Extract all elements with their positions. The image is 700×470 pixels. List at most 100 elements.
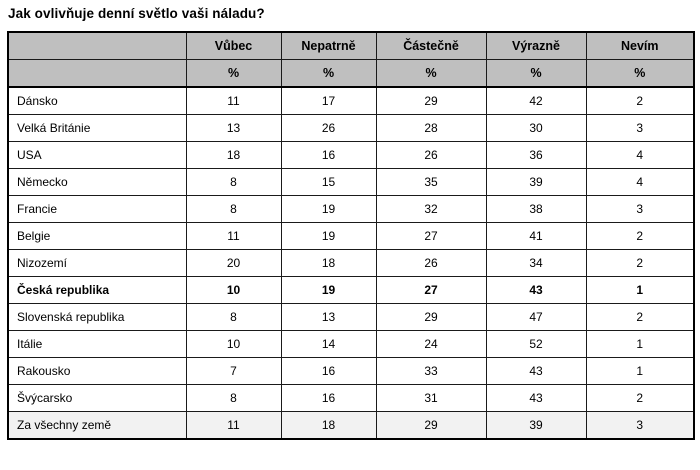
value-cell: 28 <box>375 114 487 142</box>
value-cell: 13 <box>280 303 377 331</box>
value-cell: 34 <box>485 249 587 277</box>
value-cell: 19 <box>280 195 377 223</box>
value-cell: 18 <box>185 141 282 169</box>
table-row: Německo 8 15 35 39 4 <box>7 168 695 196</box>
table-row: Belgie 11 19 27 41 2 <box>7 222 695 250</box>
table-row: Velká Británie 13 26 28 30 3 <box>7 114 695 142</box>
value-cell: 29 <box>375 86 487 115</box>
table-row: Dánsko 11 17 29 42 2 <box>7 86 695 115</box>
header-row: Vůbec Nepatrně Částečně Výrazně Nevím <box>7 31 695 60</box>
row-label: Slovenská republika <box>7 303 187 331</box>
value-cell: 19 <box>280 222 377 250</box>
table-row: Nizozemí 20 18 26 34 2 <box>7 249 695 277</box>
value-cell: 27 <box>375 222 487 250</box>
row-label: Česká republika <box>7 276 187 304</box>
unit-cell-1: % <box>280 59 377 88</box>
value-cell: 43 <box>485 276 587 304</box>
value-cell: 26 <box>375 249 487 277</box>
value-cell: 18 <box>280 249 377 277</box>
value-cell: 10 <box>185 276 282 304</box>
row-label: Rakousko <box>7 357 187 385</box>
value-cell: 38 <box>485 195 587 223</box>
row-label: Dánsko <box>7 86 187 115</box>
row-label: USA <box>7 141 187 169</box>
value-cell: 33 <box>375 357 487 385</box>
value-cell: 26 <box>280 114 377 142</box>
column-header-1: Nepatrně <box>280 31 377 60</box>
unit-cell-2: % <box>375 59 487 88</box>
value-cell: 1 <box>585 357 695 385</box>
value-cell: 30 <box>485 114 587 142</box>
value-cell: 4 <box>585 141 695 169</box>
value-cell: 16 <box>280 141 377 169</box>
value-cell: 3 <box>585 114 695 142</box>
value-cell: 47 <box>485 303 587 331</box>
value-cell: 2 <box>585 86 695 115</box>
value-cell: 29 <box>375 411 487 440</box>
value-cell: 3 <box>585 195 695 223</box>
value-cell: 1 <box>585 276 695 304</box>
value-cell: 2 <box>585 384 695 412</box>
value-cell: 2 <box>585 303 695 331</box>
table-row: Švýcarsko 8 16 31 43 2 <box>7 384 695 412</box>
table-row: Slovenská republika 8 13 29 47 2 <box>7 303 695 331</box>
value-cell: 43 <box>485 357 587 385</box>
value-cell: 1 <box>585 330 695 358</box>
value-cell: 20 <box>185 249 282 277</box>
table-row: Česká republika 10 19 27 43 1 <box>7 276 695 304</box>
value-cell: 39 <box>485 411 587 440</box>
unit-cell-3: % <box>485 59 587 88</box>
page-title: Jak ovlivňuje denní světlo vaši náladu? <box>8 6 265 21</box>
value-cell: 29 <box>375 303 487 331</box>
table-body: Dánsko 11 17 29 42 2 Velká Británie 13 26 28 30 3 US… <box>7 86 695 440</box>
column-header-0: Vůbec <box>185 31 282 60</box>
value-cell: 8 <box>185 384 282 412</box>
value-cell: 14 <box>280 330 377 358</box>
row-label: Za všechny země <box>7 411 187 440</box>
value-cell: 4 <box>585 168 695 196</box>
table-header: Vůbec Nepatrně Částečně Výrazně Nevím %%%%% <box>7 31 695 88</box>
value-cell: 39 <box>485 168 587 196</box>
value-cell: 2 <box>585 222 695 250</box>
value-cell: 11 <box>185 86 282 115</box>
table-row: Francie 8 19 32 38 3 <box>7 195 695 223</box>
value-cell: 43 <box>485 384 587 412</box>
row-label: Itálie <box>7 330 187 358</box>
value-cell: 41 <box>485 222 587 250</box>
value-cell: 36 <box>485 141 587 169</box>
value-cell: 32 <box>375 195 487 223</box>
value-cell: 42 <box>485 86 587 115</box>
value-cell: 15 <box>280 168 377 196</box>
value-cell: 52 <box>485 330 587 358</box>
value-cell: 16 <box>280 357 377 385</box>
row-label: Velká Británie <box>7 114 187 142</box>
value-cell: 8 <box>185 195 282 223</box>
unit-cell-4: % <box>585 59 695 88</box>
value-cell: 16 <box>280 384 377 412</box>
corner-cell-units <box>7 59 187 88</box>
row-label: Francie <box>7 195 187 223</box>
column-header-3: Výrazně <box>485 31 587 60</box>
value-cell: 8 <box>185 168 282 196</box>
value-cell: 7 <box>185 357 282 385</box>
value-cell: 31 <box>375 384 487 412</box>
value-cell: 24 <box>375 330 487 358</box>
table-row: Rakousko 7 16 33 43 1 <box>7 357 695 385</box>
value-cell: 27 <box>375 276 487 304</box>
value-cell: 2 <box>585 249 695 277</box>
value-cell: 3 <box>585 411 695 440</box>
row-label: Belgie <box>7 222 187 250</box>
corner-cell <box>7 31 187 60</box>
row-label: Švýcarsko <box>7 384 187 412</box>
value-cell: 26 <box>375 141 487 169</box>
value-cell: 17 <box>280 86 377 115</box>
column-header-4: Nevím <box>585 31 695 60</box>
value-cell: 35 <box>375 168 487 196</box>
table-row: Itálie 10 14 24 52 1 <box>7 330 695 358</box>
table-row: Za všechny země 11 18 29 39 3 <box>7 411 695 440</box>
value-cell: 8 <box>185 303 282 331</box>
row-label: Nizozemí <box>7 249 187 277</box>
value-cell: 10 <box>185 330 282 358</box>
value-cell: 18 <box>280 411 377 440</box>
